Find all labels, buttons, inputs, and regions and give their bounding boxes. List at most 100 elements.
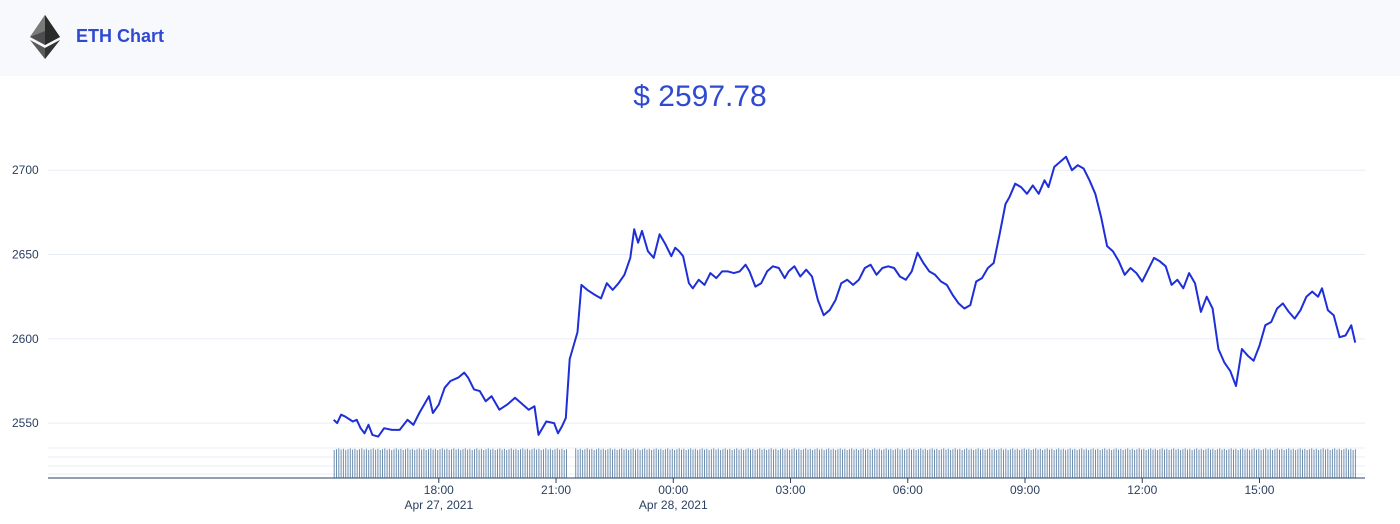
volume-bar xyxy=(421,449,423,478)
volume-bar xyxy=(906,449,908,478)
volume-bar xyxy=(487,448,489,478)
volume-bar xyxy=(1099,450,1101,478)
volume-bar xyxy=(759,448,761,478)
volume-bar xyxy=(1083,449,1085,478)
volume-bar xyxy=(1101,449,1103,478)
volume-bar xyxy=(506,450,508,478)
volume-bar xyxy=(1184,448,1186,478)
volume-bar xyxy=(1226,450,1228,478)
volume-bar xyxy=(1207,448,1209,478)
volume-bar xyxy=(543,449,544,478)
volume-bar xyxy=(662,450,664,478)
current-price: $ 2597.78 xyxy=(0,80,1400,114)
volume-bar xyxy=(844,448,846,478)
volume-bar xyxy=(434,448,436,478)
volume-bar xyxy=(1343,449,1345,478)
volume-bar xyxy=(961,450,963,478)
volume-bar xyxy=(508,449,510,478)
volume-bar xyxy=(894,449,896,478)
volume-bar xyxy=(784,449,786,478)
volume-bar xyxy=(915,450,917,478)
volume-bar xyxy=(754,450,756,478)
volume-bar xyxy=(395,448,397,478)
volume-bar xyxy=(1106,449,1108,478)
volume-bar xyxy=(950,450,952,478)
volume-bar xyxy=(430,448,432,478)
volume-bar xyxy=(561,448,563,478)
volume-bar xyxy=(690,448,692,478)
volume-bar xyxy=(750,449,751,478)
volume-bar xyxy=(1046,448,1048,478)
volume-bar xyxy=(738,449,740,478)
volume-bar xyxy=(1129,449,1131,478)
volume-bar xyxy=(733,449,735,478)
volume-bar xyxy=(637,448,639,478)
volume-bar xyxy=(729,448,731,478)
volume-bar xyxy=(501,449,503,478)
volume-bar xyxy=(1246,448,1248,478)
volume-bar xyxy=(1030,450,1032,478)
volume-bar xyxy=(1216,449,1218,478)
volume-bar xyxy=(582,450,584,478)
volume-bar xyxy=(761,449,763,478)
price-line-series xyxy=(333,155,1357,438)
volume-bar xyxy=(467,449,469,478)
volume-bar xyxy=(536,449,538,478)
volume-bar xyxy=(451,449,452,478)
volume-bar xyxy=(1292,448,1294,478)
volume-bar xyxy=(490,449,492,478)
volume-bar xyxy=(678,448,680,478)
volume-bar xyxy=(1210,449,1211,478)
volume-bar xyxy=(991,449,993,478)
volume-bar xyxy=(1159,449,1161,478)
volume-bar xyxy=(1191,450,1193,478)
volume-bar xyxy=(1242,448,1244,478)
volume-bar xyxy=(779,449,781,478)
volume-bar xyxy=(1049,449,1050,478)
volume-bar xyxy=(752,448,754,478)
volume-bar xyxy=(1058,448,1060,478)
price-currency: $ xyxy=(633,80,650,113)
volume-bar xyxy=(1032,449,1034,478)
volume-bar xyxy=(1113,449,1115,478)
volume-bar xyxy=(1182,449,1184,478)
volume-bar xyxy=(439,449,441,478)
volume-bar xyxy=(756,449,758,478)
volume-bar xyxy=(786,448,788,478)
volume-bar xyxy=(379,450,381,478)
volume-bar xyxy=(409,449,411,478)
volume-bar xyxy=(975,449,977,478)
volume-bar xyxy=(1235,448,1237,478)
volume-bar xyxy=(1327,448,1329,478)
volume-bar xyxy=(428,449,429,478)
volume-bar xyxy=(1072,449,1073,478)
volume-bar xyxy=(775,448,777,478)
volume-bar xyxy=(966,448,968,478)
volume-bar xyxy=(414,450,416,478)
volume-bar xyxy=(901,448,903,478)
volume-bar xyxy=(425,450,427,478)
volume-bar xyxy=(407,448,409,478)
app-title[interactable]: ETH Chart xyxy=(76,26,165,46)
x-tick-label: 12:00 xyxy=(1127,483,1157,497)
volume-bar xyxy=(816,448,818,478)
volume-bar xyxy=(715,449,717,478)
volume-bar xyxy=(876,449,878,478)
volume-bar xyxy=(448,450,450,478)
volume-bar xyxy=(375,449,377,478)
volume-bar xyxy=(1311,448,1313,478)
volume-bar xyxy=(621,448,623,478)
x-tick-label: 18:00 xyxy=(424,483,454,497)
volume-bar xyxy=(963,449,965,478)
volume-bar xyxy=(777,450,779,478)
volume-bar xyxy=(945,449,947,478)
volume-bar xyxy=(685,450,687,478)
volume-bar xyxy=(1009,449,1011,478)
y-tick-label: 2550 xyxy=(12,416,39,430)
volume-bar xyxy=(671,448,673,478)
volume-bar xyxy=(1076,450,1078,478)
volume-bar xyxy=(533,448,535,478)
volume-bar xyxy=(1035,448,1037,478)
volume-bar xyxy=(1354,449,1356,478)
